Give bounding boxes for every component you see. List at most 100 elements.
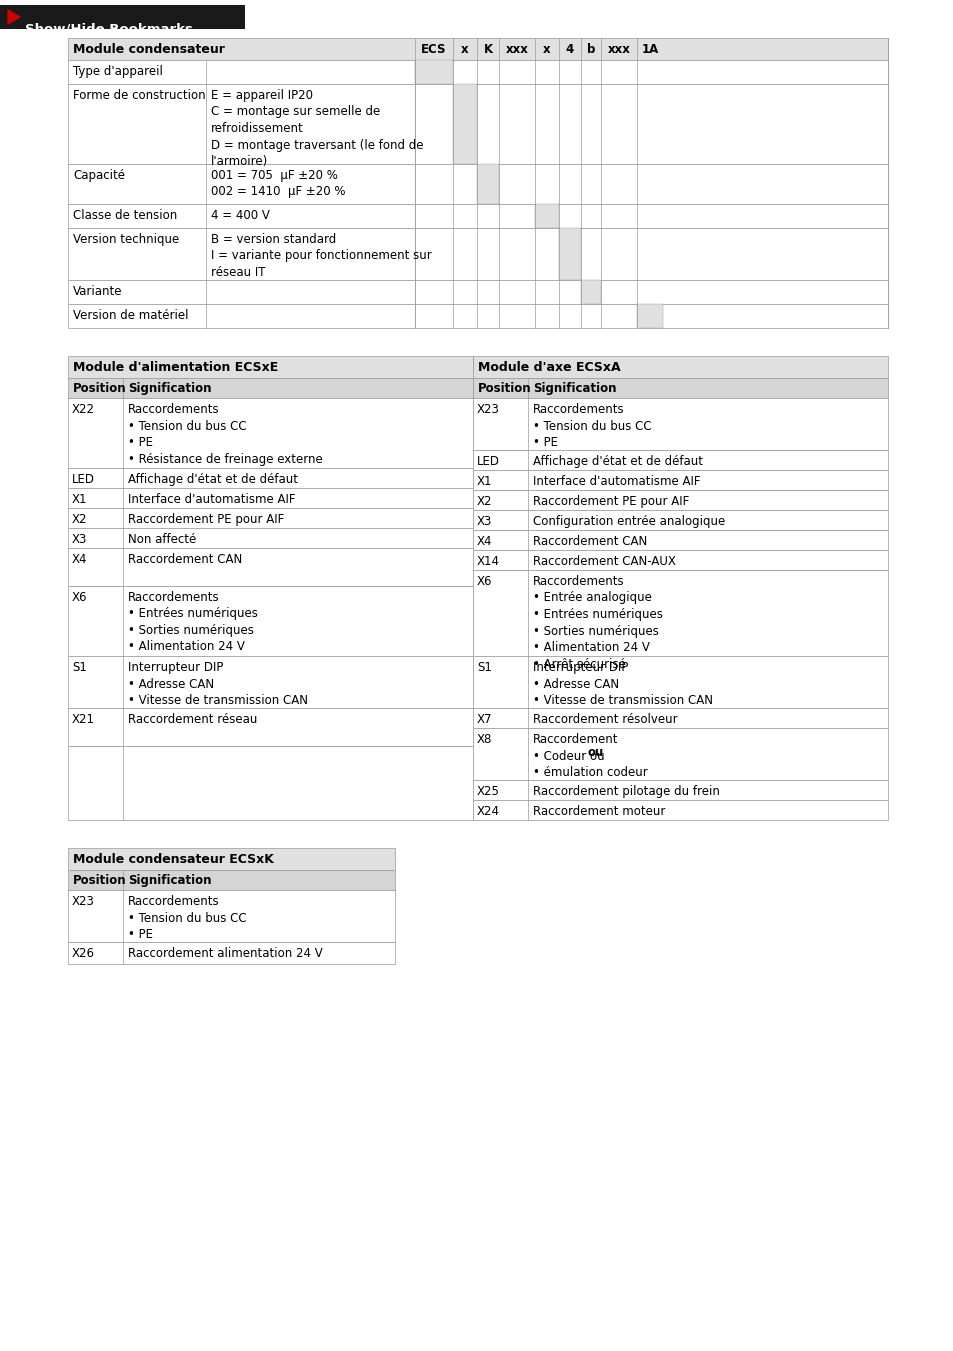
Text: b: b [586,43,595,55]
Text: Interface d'automatisme AIF: Interface d'automatisme AIF [128,493,295,507]
Text: Configuration entrée analogique: Configuration entrée analogique [533,515,724,528]
Text: X24: X24 [476,805,499,817]
Text: Version technique: Version technique [73,232,179,246]
Text: X23: X23 [71,894,94,908]
Text: Raccordements
• Entrée analogique
• Entrées numériques
• Sorties numériques
• Al: Raccordements • Entrée analogique • Entr… [533,576,662,670]
Text: X8: X8 [476,734,492,746]
Text: LED: LED [71,473,95,486]
Bar [473,800,887,820]
Bar [453,84,476,163]
Bar [473,450,887,470]
Text: K: K [483,43,492,55]
Bar [68,549,473,586]
Text: X23: X23 [476,403,499,416]
Text: X25: X25 [476,785,499,798]
Text: Classe de tension: Classe de tension [73,209,177,222]
Text: Raccordement
• Codeur ou
• émulation codeur: Raccordement • Codeur ou • émulation cod… [533,734,647,780]
Text: 001 = 705  μF ±20 %
002 = 1410  μF ±20 %: 001 = 705 μF ±20 % 002 = 1410 μF ±20 % [211,169,345,199]
Text: X2: X2 [476,494,492,508]
Text: X6: X6 [476,576,492,588]
Bar [68,586,473,657]
Text: Raccordements
• Entrées numériques
• Sorties numériques
• Alimentation 24 V: Raccordements • Entrées numériques • Sor… [128,590,257,654]
Bar [68,357,473,378]
Text: Position: Position [73,874,127,888]
Text: xxx: xxx [505,43,528,55]
Bar [473,780,887,800]
Text: X22: X22 [71,403,95,416]
Text: Raccordements
• Tension du bus CC
• PE: Raccordements • Tension du bus CC • PE [533,403,651,449]
Bar [68,467,473,488]
Bar [473,470,887,490]
Text: X26: X26 [71,947,95,961]
Text: X1: X1 [476,476,492,488]
Text: X1: X1 [71,493,88,507]
Text: Type d'appareil: Type d'appareil [73,65,163,78]
Bar [68,59,887,84]
Text: LED: LED [476,455,499,467]
Text: Raccordement PE pour AIF: Raccordement PE pour AIF [128,513,284,526]
Text: X3: X3 [476,515,492,528]
Text: Raccordement alimentation 24 V: Raccordement alimentation 24 V [128,947,322,961]
Bar [473,728,887,780]
Text: ECS: ECS [421,43,446,55]
Text: Forme de construction: Forme de construction [73,89,206,101]
Bar [473,570,887,657]
Polygon shape [8,9,20,24]
Bar [68,399,473,467]
Bar [68,942,395,965]
Text: 4: 4 [565,43,574,55]
Text: Signification: Signification [128,382,212,394]
Text: ou: ou [587,747,603,759]
Bar [68,204,887,228]
Text: S1: S1 [476,661,492,674]
Text: X4: X4 [71,553,88,566]
Bar [473,657,887,708]
Bar [68,280,887,304]
Bar [535,204,558,228]
Text: Interrupteur DIP
• Adresse CAN
• Vitesse de transmission CAN: Interrupteur DIP • Adresse CAN • Vitesse… [128,661,308,707]
Text: Raccordement résolveur: Raccordement résolveur [533,713,677,725]
Text: Show/Hide Bookmarks: Show/Hide Bookmarks [25,23,193,35]
Bar [68,870,395,890]
Text: 1A: 1A [640,43,658,55]
Text: Interface d'automatisme AIF: Interface d'automatisme AIF [533,476,700,488]
Text: X2: X2 [71,513,88,526]
Text: Version de matériel: Version de matériel [73,309,189,322]
Bar [415,59,453,84]
Text: Interrupteur DIP
• Adresse CAN
• Vitesse de transmission CAN: Interrupteur DIP • Adresse CAN • Vitesse… [533,661,712,707]
Text: E = appareil IP20
C = montage sur semelle de
refroidissement
D = montage travers: E = appareil IP20 C = montage sur semell… [211,89,423,168]
Bar [68,746,473,820]
Text: X4: X4 [476,535,492,549]
Text: 4 = 400 V: 4 = 400 V [211,209,270,222]
Text: X7: X7 [476,713,492,725]
Text: B = version standard
I = variante pour fonctionnement sur
réseau IT: B = version standard I = variante pour f… [211,232,432,280]
Bar [68,378,473,399]
Text: Raccordement CAN: Raccordement CAN [128,553,242,566]
Text: Raccordement PE pour AIF: Raccordement PE pour AIF [533,494,688,508]
Bar [0,5,245,28]
Text: Raccordement CAN-AUX: Raccordement CAN-AUX [533,555,675,567]
Bar [68,38,887,59]
Bar [68,848,395,870]
Bar [476,163,498,204]
Text: Non affecté: Non affecté [128,534,196,546]
Text: Variante: Variante [73,285,122,299]
Bar [68,304,887,328]
Text: Signification: Signification [128,874,212,888]
Text: Module condensateur: Module condensateur [73,43,225,55]
Bar [558,228,580,280]
Bar [473,357,887,378]
Text: Signification: Signification [533,382,616,394]
Bar [68,657,473,708]
Text: Raccordement pilotage du frein: Raccordement pilotage du frein [533,785,720,798]
Text: Raccordements
• Tension du bus CC
• PE: Raccordements • Tension du bus CC • PE [128,894,247,942]
Text: Raccordement réseau: Raccordement réseau [128,713,257,725]
Text: Position: Position [477,382,531,394]
Text: Affichage d'état et de défaut: Affichage d'état et de défaut [128,473,297,486]
Text: Module d'alimentation ECSxE: Module d'alimentation ECSxE [73,361,278,374]
Text: x: x [542,43,550,55]
Bar [68,163,887,204]
Bar [473,509,887,530]
Bar [580,280,600,304]
Bar [68,488,473,508]
